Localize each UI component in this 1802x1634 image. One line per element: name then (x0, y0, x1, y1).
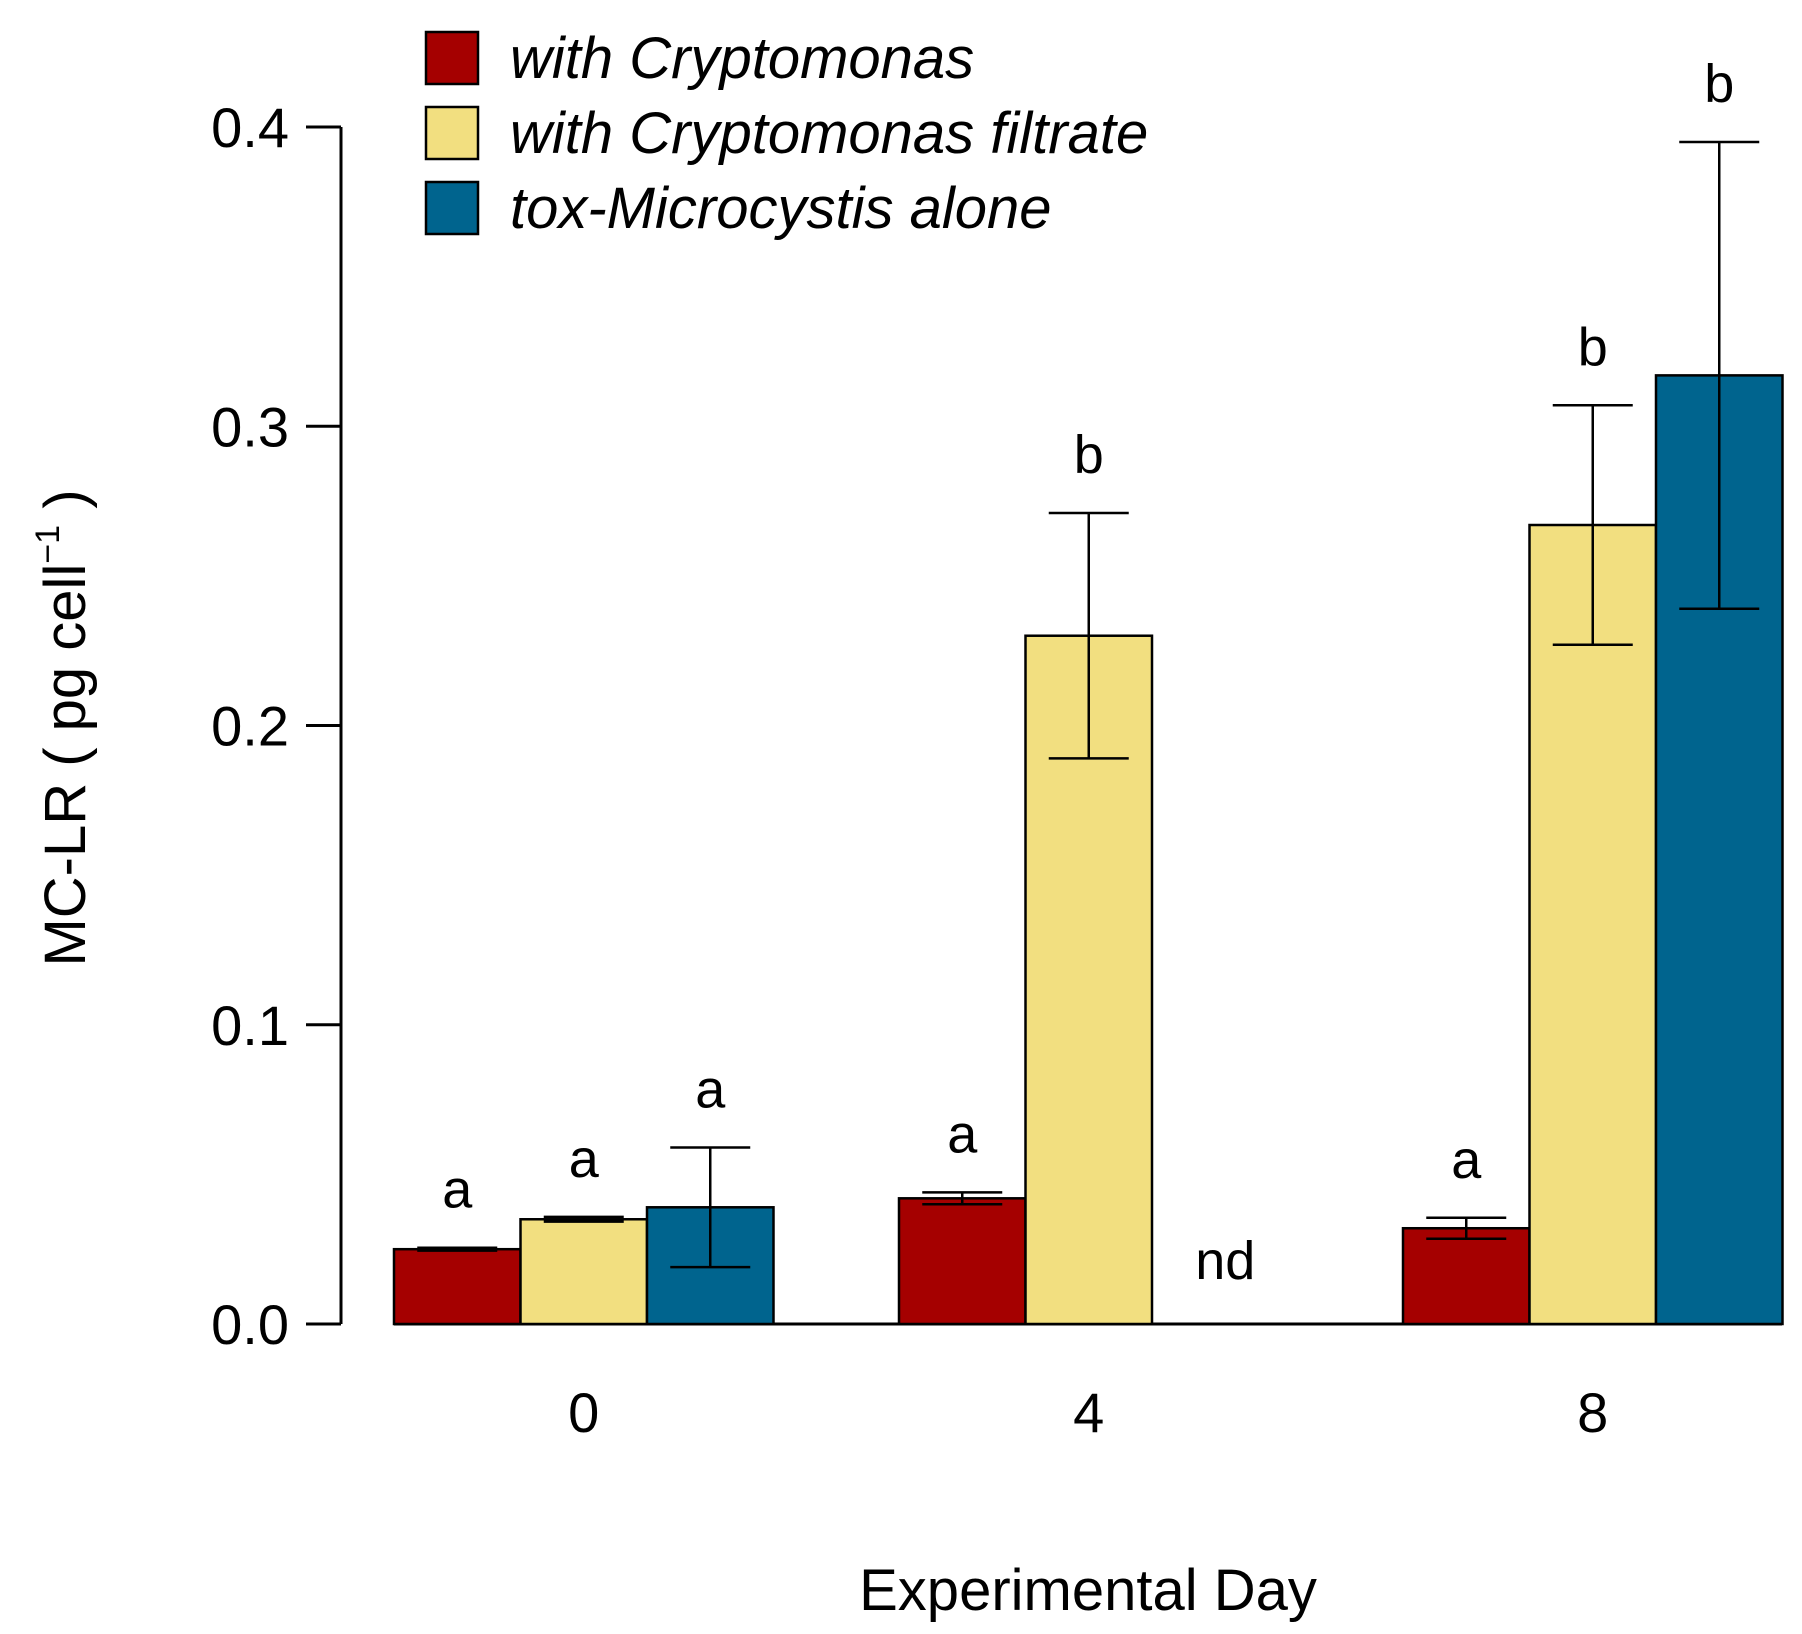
x-tick-label: 0 (568, 1381, 599, 1444)
legend-label: with Cryptomonas (510, 26, 974, 91)
legend-swatch (424, 180, 480, 236)
y-tick-label: 0.1 (211, 994, 289, 1057)
legend-swatch (424, 30, 480, 86)
x-tick-label: 8 (1577, 1381, 1608, 1444)
legend-label: tox-Microcystis alone (510, 176, 1051, 241)
bar (1528, 523, 1658, 1326)
bar (897, 1197, 1027, 1326)
y-axis-label: MC-LR ( pg cell−1 ) (29, 489, 98, 966)
y-tick-label: 0.0 (211, 1293, 289, 1356)
significance-letter: a (695, 1059, 726, 1119)
y-axis-label-sup: −1 (29, 525, 67, 564)
x-axis-label: Experimental Day (859, 1558, 1317, 1623)
not-detected-label: nd (1195, 1231, 1255, 1291)
significance-letter: b (1704, 54, 1734, 114)
bar (392, 1247, 522, 1326)
y-tick-label: 0.4 (211, 96, 289, 159)
significance-letter: a (442, 1160, 473, 1220)
significance-letter: a (947, 1104, 978, 1164)
legend-label: with Cryptomonas filtrate (510, 101, 1148, 166)
significance-letter: a (569, 1129, 600, 1189)
legend: with Cryptomonas with Cryptomonas filtrat… (424, 26, 1148, 241)
x-tick-label: 4 (1073, 1381, 1104, 1444)
significance-letter: b (1578, 317, 1608, 377)
y-tick-label: 0.3 (211, 395, 289, 458)
y-axis-label-main: MC-LR ( pg cell (33, 564, 98, 967)
bars: a a a a b nd a b b (392, 54, 1784, 1326)
y-tick-label: 0.2 (211, 695, 289, 758)
bar (519, 1218, 649, 1326)
bar (1401, 1226, 1531, 1326)
significance-letter: b (1074, 425, 1104, 485)
y-axis-label-close: ) (33, 489, 98, 524)
significance-letter: a (1451, 1130, 1482, 1190)
legend-swatch (424, 105, 480, 161)
